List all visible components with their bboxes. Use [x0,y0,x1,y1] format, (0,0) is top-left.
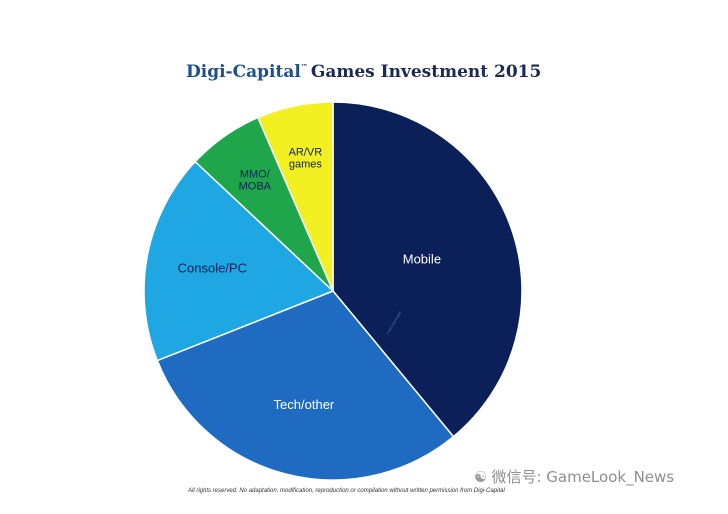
chart-title: Digi-Capital™ Games Investment 2015 [186,62,541,82]
watermark: ☯ 微信号: GameLook_News [474,466,674,487]
pie-slice-mobile [332,101,523,438]
pie-slice-tech-other [156,290,455,481]
slice-label-console-pc: Console/PC [178,261,247,276]
wechat-icon: ☯ [474,467,488,486]
slice-label-mmo-moba: MMO/MOBA [239,169,272,193]
title-text: Games Investment 2015 [310,62,542,82]
slice-label-mobile: Mobile [403,252,441,267]
copyright-notice: All rights reserved. No adaptation, modi… [188,488,505,494]
pie-slice-console-pc [143,160,335,362]
title-trademark: ™ [300,62,308,71]
slice-label-tech-other: Tech/other [274,397,335,412]
watermark-text: 微信号: GameLook_News [491,468,675,486]
pie-slice-ar-vr-games [256,101,334,292]
slice-label-ar-vr-games: AR/VR games [289,147,323,171]
title-brand: Digi-Capital [186,62,301,82]
